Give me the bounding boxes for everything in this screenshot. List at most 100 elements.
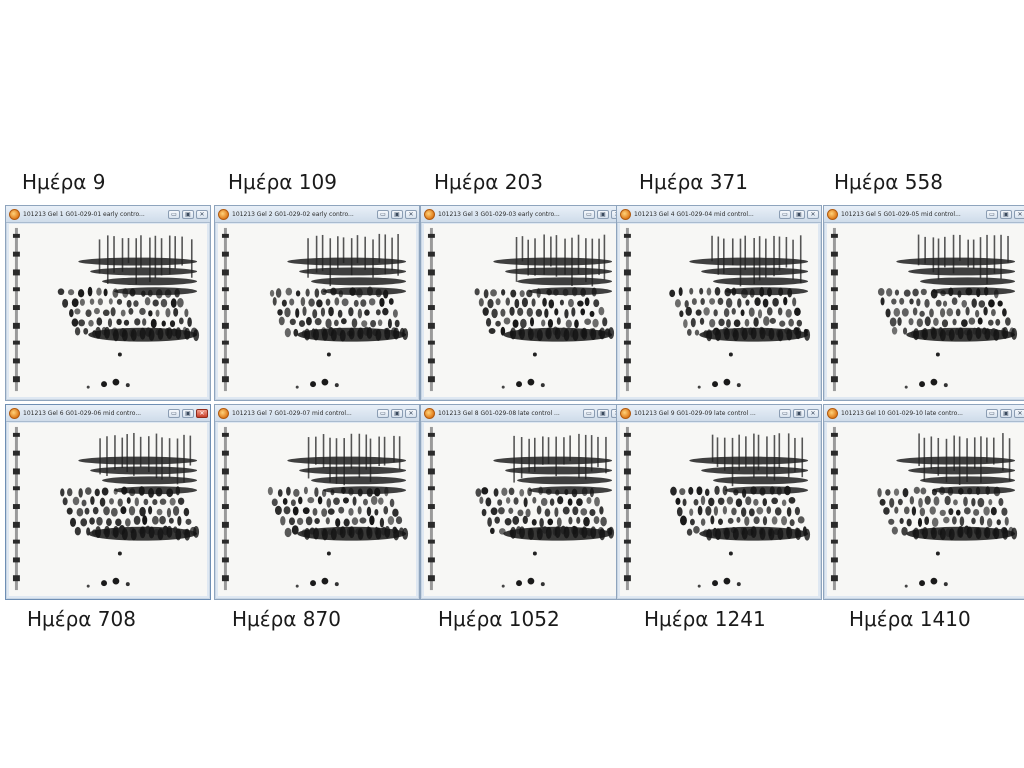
gel-image — [827, 224, 1024, 397]
gel-window[interactable]: 101213 Gel 9 G01-029-09 late control ...… — [616, 404, 822, 600]
day-label: Ημέρα 109 — [228, 170, 337, 194]
window-titlebar[interactable]: 101213 Gel 2 G01-029-02 early contro... ▭… — [215, 206, 419, 223]
protein-spots — [267, 486, 409, 588]
gel-image — [620, 224, 818, 397]
gel-window[interactable]: 101213 Gel 6 G01-029-06 mid contro... ▭ ▣ ✕ — [5, 404, 211, 600]
window-title: 101213 Gel 7 G01-029-07 mid control... — [232, 409, 352, 417]
maximize-button[interactable]: ▣ — [1000, 408, 1012, 418]
gel-electrophoresis-image — [427, 426, 615, 591]
window-titlebar[interactable]: 101213 Gel 7 G01-029-07 mid control... ▭ ▣… — [215, 405, 419, 422]
gel-window[interactable]: 101213 Gel 10 G01-029-10 late contro... ▭… — [823, 404, 1024, 600]
window-title: 101213 Gel 9 G01-029-09 late control ... — [634, 409, 756, 417]
gel-image — [424, 423, 622, 596]
window-titlebar[interactable]: 101213 Gel 6 G01-029-06 mid contro... ▭ ▣ ✕ — [6, 405, 210, 422]
close-button[interactable]: ✕ — [196, 209, 208, 219]
marker-lane — [12, 227, 20, 392]
app-icon — [218, 407, 229, 419]
day-label: Ημέρα 9 — [22, 170, 106, 194]
marker-lane — [623, 227, 631, 392]
marker-lane — [623, 426, 631, 591]
day-label: Ημέρα 1241 — [644, 607, 766, 631]
window-titlebar[interactable]: 101213 Gel 1 G01-029-01 early contro... ▭… — [6, 206, 210, 223]
close-button[interactable]: ✕ — [807, 408, 819, 418]
gel-image — [827, 423, 1024, 596]
window-title: 101213 Gel 10 G01-029-10 late contro... — [841, 409, 963, 417]
gel-electrophoresis-image — [12, 426, 200, 591]
gel-window[interactable]: 101213 Gel 5 G01-029-05 mid control... ▭ ▣… — [823, 205, 1024, 401]
window-titlebar[interactable]: 101213 Gel 8 G01-029-08 late control ...… — [421, 405, 625, 422]
app-icon — [9, 407, 20, 419]
maximize-button[interactable]: ▣ — [182, 408, 194, 418]
close-button[interactable]: ✕ — [196, 408, 208, 418]
gel-image — [424, 224, 622, 397]
close-button[interactable]: ✕ — [807, 209, 819, 219]
window-title: 101213 Gel 3 G01-029-03 early contro... — [438, 210, 560, 218]
minimize-button[interactable]: ▭ — [986, 408, 998, 418]
close-button[interactable]: ✕ — [1014, 408, 1024, 418]
gel-image — [218, 423, 416, 596]
gel-image — [9, 224, 207, 397]
window-titlebar[interactable]: 101213 Gel 3 G01-029-03 early contro... ▭… — [421, 206, 625, 223]
protein-spots — [670, 485, 811, 588]
maximize-button[interactable]: ▣ — [1000, 209, 1012, 219]
window-title: 101213 Gel 6 G01-029-06 mid contro... — [23, 409, 142, 417]
minimize-button[interactable]: ▭ — [377, 408, 389, 418]
minimize-button[interactable]: ▭ — [377, 209, 389, 219]
minimize-button[interactable]: ▭ — [779, 408, 791, 418]
maximize-button[interactable]: ▣ — [182, 209, 194, 219]
minimize-button[interactable]: ▭ — [583, 209, 595, 219]
protein-spots — [669, 286, 811, 389]
protein-spots — [877, 486, 1018, 588]
minimize-button[interactable]: ▭ — [986, 209, 998, 219]
gel-window[interactable]: 101213 Gel 4 G01-029-04 mid control... ▭ ▣… — [616, 205, 822, 401]
window-titlebar[interactable]: 101213 Gel 9 G01-029-09 late control ...… — [617, 405, 821, 422]
maximize-button[interactable]: ▣ — [793, 408, 805, 418]
gel-window[interactable]: 101213 Gel 3 G01-029-03 early contro... ▭… — [420, 205, 626, 401]
app-icon — [9, 208, 20, 220]
maximize-button[interactable]: ▣ — [597, 408, 609, 418]
gel-image — [620, 423, 818, 596]
window-titlebar[interactable]: 101213 Gel 10 G01-029-10 late contro... ▭… — [824, 405, 1024, 422]
maximize-button[interactable]: ▣ — [793, 209, 805, 219]
minimize-button[interactable]: ▭ — [779, 209, 791, 219]
protein-spots — [475, 486, 615, 588]
gel-image — [218, 224, 416, 397]
minimize-button[interactable]: ▭ — [168, 408, 180, 418]
upper-band-cluster — [896, 234, 1016, 296]
gel-window[interactable]: 101213 Gel 2 G01-029-02 early contro... ▭… — [214, 205, 420, 401]
marker-lane — [12, 426, 20, 591]
close-button[interactable]: ✕ — [405, 209, 417, 219]
app-icon — [424, 208, 435, 220]
gel-electrophoresis-image — [623, 227, 811, 392]
protein-spots — [60, 486, 200, 588]
maximize-button[interactable]: ▣ — [391, 209, 403, 219]
window-title: 101213 Gel 2 G01-029-02 early contro... — [232, 210, 354, 218]
upper-band-cluster — [493, 433, 613, 495]
gel-electrophoresis-image — [221, 227, 409, 392]
upper-band-cluster — [493, 234, 613, 296]
gel-window[interactable]: 101213 Gel 8 G01-029-08 late control ...… — [420, 404, 626, 600]
maximize-button[interactable]: ▣ — [597, 209, 609, 219]
minimize-button[interactable]: ▭ — [168, 209, 180, 219]
marker-lane — [221, 426, 229, 591]
marker-lane — [427, 227, 435, 392]
maximize-button[interactable]: ▣ — [391, 408, 403, 418]
window-title: 101213 Gel 8 G01-029-08 late control ... — [438, 409, 560, 417]
day-label: Ημέρα 1052 — [438, 607, 560, 631]
window-titlebar[interactable]: 101213 Gel 5 G01-029-05 mid control... ▭ ▣… — [824, 206, 1024, 223]
app-icon — [620, 407, 631, 419]
minimize-button[interactable]: ▭ — [583, 408, 595, 418]
gel-window[interactable]: 101213 Gel 7 G01-029-07 mid control... ▭ ▣… — [214, 404, 420, 600]
gel-window[interactable]: 101213 Gel 1 G01-029-01 early contro... ▭… — [5, 205, 211, 401]
day-label: Ημέρα 558 — [834, 170, 943, 194]
close-button[interactable]: ✕ — [1014, 209, 1024, 219]
upper-band-cluster — [896, 433, 1016, 495]
window-titlebar[interactable]: 101213 Gel 4 G01-029-04 mid control... ▭ ▣… — [617, 206, 821, 223]
marker-lane — [221, 227, 229, 392]
app-icon — [218, 208, 229, 220]
close-button[interactable]: ✕ — [405, 408, 417, 418]
gel-electrophoresis-image — [830, 426, 1018, 591]
app-icon — [620, 208, 631, 220]
gel-electrophoresis-image — [221, 426, 409, 591]
gel-image — [9, 423, 207, 596]
